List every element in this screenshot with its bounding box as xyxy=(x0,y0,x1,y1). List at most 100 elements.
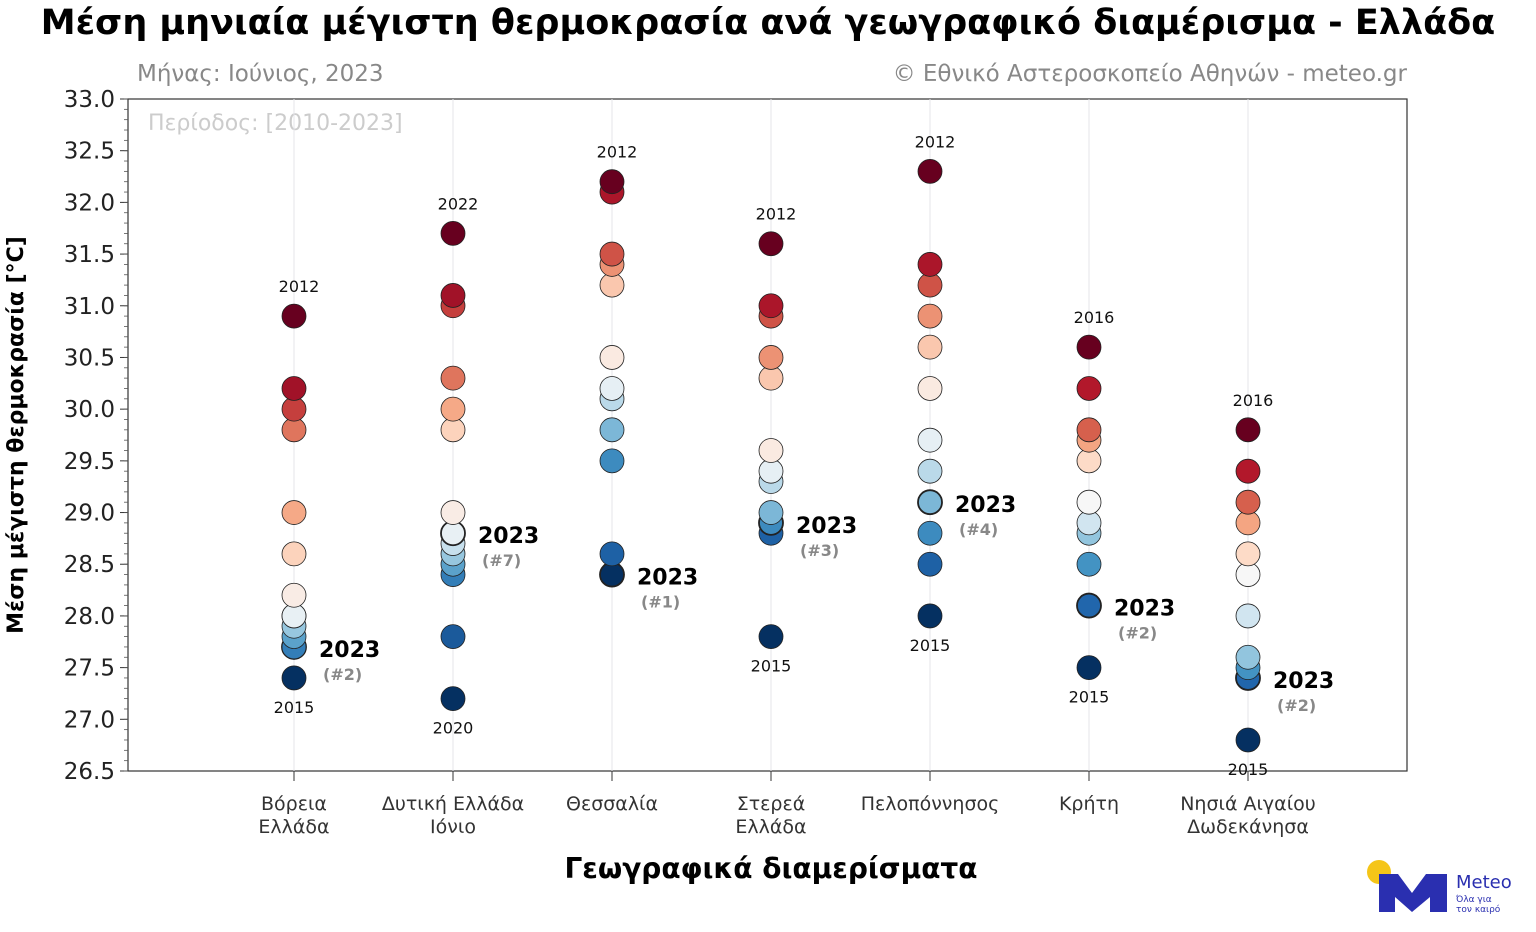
data-point xyxy=(917,158,943,184)
data-point xyxy=(281,376,307,401)
min-year-label: 2015 xyxy=(910,636,951,655)
max-year-label: 2012 xyxy=(279,277,320,296)
y-tick-label: 29.0 xyxy=(64,501,115,527)
data-point xyxy=(1076,489,1102,515)
rank-2023-label: (#7) xyxy=(482,551,521,570)
label-2023: 2023 xyxy=(1114,597,1175,622)
data-point xyxy=(758,500,784,525)
y-tick-label: 33.0 xyxy=(64,87,115,113)
label-2023: 2023 xyxy=(637,566,698,591)
data-point xyxy=(758,293,784,319)
data-point xyxy=(440,624,466,649)
data-point xyxy=(917,551,943,577)
data-point xyxy=(599,376,625,401)
y-tick-label: 29.5 xyxy=(64,449,115,475)
data-point xyxy=(1235,727,1261,753)
data-point xyxy=(758,624,784,649)
x-tick-label: Ελλάδα xyxy=(735,816,806,838)
chart-title: Μέση μηνιαία μέγιστη θερμοκρασία ανά γεω… xyxy=(41,3,1495,43)
label-2023: 2023 xyxy=(319,638,380,663)
y-tick-label: 30.5 xyxy=(64,345,115,371)
max-year-label: 2022 xyxy=(438,194,479,213)
min-year-label: 2015 xyxy=(274,698,315,717)
x-tick-label: Δυτική Ελλάδα xyxy=(382,793,524,815)
data-point xyxy=(758,438,784,463)
data-point xyxy=(1076,551,1102,577)
data-point-2023 xyxy=(1076,592,1102,619)
x-axis-label: Γεωγραφικά διαμερίσματα xyxy=(564,852,977,885)
x-tick-label: Δωδεκάνησα xyxy=(1187,816,1309,838)
data-point xyxy=(917,376,943,401)
subtitle-month: Μήνας: Ιούνιος, 2023 xyxy=(137,61,384,87)
data-point xyxy=(758,345,784,370)
x-tick-label: Βόρεια xyxy=(261,793,327,815)
data-point xyxy=(440,283,466,308)
max-year-label: 2016 xyxy=(1074,308,1115,327)
data-point xyxy=(599,169,625,195)
min-year-label: 2015 xyxy=(1228,760,1269,779)
data-point xyxy=(1235,417,1261,443)
data-point xyxy=(440,365,466,391)
logo-m-icon xyxy=(1379,874,1447,912)
data-point xyxy=(440,396,466,422)
y-axis-label: Μέση μέγιστη θερμοκρασία [°C] xyxy=(4,236,29,634)
data-point xyxy=(1076,334,1102,360)
label-2023: 2023 xyxy=(955,493,1016,518)
rank-2023-label: (#1) xyxy=(641,593,680,612)
x-tick-label: Κρήτη xyxy=(1059,793,1119,815)
max-year-label: 2012 xyxy=(915,132,956,151)
data-point xyxy=(440,220,466,246)
max-year-label: 2012 xyxy=(597,143,638,162)
data-point xyxy=(599,241,625,267)
logo-tagline-2: τον καιρό xyxy=(1456,904,1501,915)
data-point-2023 xyxy=(917,489,943,516)
y-tick-label: 32.5 xyxy=(64,139,115,165)
data-point xyxy=(1235,644,1261,670)
x-tick-label: Πελοπόννησος xyxy=(861,793,1000,815)
period-label: Περίοδος: [2010-2023] xyxy=(148,111,403,136)
data-point xyxy=(599,541,625,567)
rank-2023-label: (#2) xyxy=(323,665,362,684)
y-tick-label: 32.0 xyxy=(64,190,115,216)
label-2023: 2023 xyxy=(478,524,539,549)
x-tick-label: Ελλάδα xyxy=(258,816,329,838)
data-point xyxy=(917,252,943,277)
meteo-logo: Meteo Όλα για τον καιρό xyxy=(1367,860,1512,915)
rank-2023-label: (#3) xyxy=(800,541,839,560)
y-tick-label: 27.5 xyxy=(64,656,115,682)
data-point xyxy=(758,231,784,257)
y-tick-label: 28.5 xyxy=(64,552,115,578)
rank-2023-label: (#4) xyxy=(959,520,998,539)
data-point xyxy=(1235,458,1261,484)
data-point xyxy=(917,427,943,453)
y-tick-label: 31.5 xyxy=(64,242,115,268)
data-point xyxy=(599,448,625,474)
data-point xyxy=(917,458,943,484)
x-tick-label: Θεσσαλία xyxy=(566,793,658,815)
data-point xyxy=(440,686,466,712)
y-tick-label: 27.0 xyxy=(64,707,115,733)
data-point xyxy=(281,665,307,691)
data-point xyxy=(440,500,466,525)
data-point xyxy=(599,417,625,443)
data-point xyxy=(599,345,625,370)
data-point xyxy=(917,334,943,360)
logo-tagline-1: Όλα για xyxy=(1455,894,1492,905)
min-year-label: 2015 xyxy=(751,657,792,676)
y-tick-label: 31.0 xyxy=(64,294,115,320)
rank-2023-label: (#2) xyxy=(1277,696,1316,715)
data-point xyxy=(1076,655,1102,681)
logo-name: Meteo xyxy=(1456,872,1512,893)
data-point xyxy=(917,303,943,329)
x-tick-label: Ιόνιο xyxy=(430,816,476,838)
data-point xyxy=(1076,376,1102,401)
x-tick-label: Στερεά xyxy=(737,793,806,815)
data-point xyxy=(1235,603,1261,629)
y-tick-label: 26.5 xyxy=(64,759,115,785)
label-2023: 2023 xyxy=(796,514,857,539)
label-2023: 2023 xyxy=(1273,669,1334,694)
data-point xyxy=(281,500,307,525)
data-point xyxy=(917,603,943,629)
data-point xyxy=(281,303,307,329)
